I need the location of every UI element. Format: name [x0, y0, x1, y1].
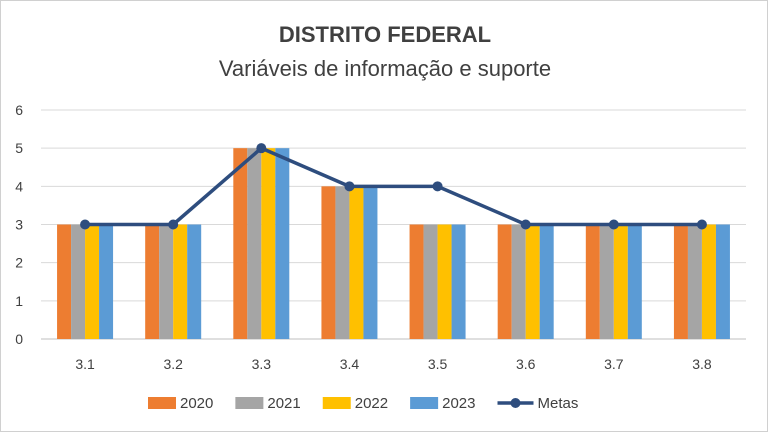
bar-2020-3.8	[673, 224, 688, 339]
x-tick-label: 3.7	[604, 356, 624, 372]
bar-2023-3.8	[715, 224, 730, 339]
x-tick-label: 3.4	[340, 356, 360, 372]
bar-2023-3.7	[627, 224, 642, 339]
bar-2023-3.4	[363, 186, 378, 339]
bar-2023-3.2	[187, 224, 202, 339]
x-tick-label: 3.3	[252, 356, 272, 372]
bar-2021-3.6	[511, 224, 526, 339]
bar-2023-3.3	[275, 148, 290, 339]
bar-2022-3.1	[85, 224, 100, 339]
legend-marker-Metas	[510, 398, 521, 408]
bar-2020-3.1	[57, 224, 72, 339]
legend: 2020 2021 2022 2023 Metas	[148, 395, 578, 412]
legend-label-2023: 2023	[442, 395, 475, 412]
bar-2020-3.3	[233, 148, 248, 339]
bar-2023-3.1	[99, 224, 114, 339]
metas-point-3.2	[168, 219, 179, 230]
legend-swatch-2022	[322, 397, 351, 409]
legend-swatch-2023	[410, 397, 439, 409]
legend-label-2021: 2021	[267, 395, 300, 412]
bar-2020-3.5	[409, 224, 424, 339]
legend-swatch-2020	[148, 397, 176, 409]
y-tick-label: 5	[15, 140, 23, 156]
bar-2022-3.3	[261, 148, 276, 339]
metas-point-3.4	[344, 181, 355, 192]
metas-line	[85, 146, 702, 227]
bar-2021-3.7	[599, 224, 614, 339]
metas-point-3.5	[432, 181, 443, 192]
x-tick-label: 3.1	[75, 356, 95, 372]
bar-2020-3.4	[321, 186, 336, 339]
bar-2022-3.5	[437, 224, 452, 339]
y-tick-label: 6	[15, 102, 23, 118]
y-tick-label: 2	[15, 255, 23, 271]
legend-label-2020: 2020	[180, 395, 213, 412]
bar-2021-3.8	[687, 224, 702, 339]
x-tick-label: 3.8	[692, 356, 712, 372]
y-axis-ticks: 0 1 2 3 4 5 6	[15, 102, 23, 347]
bar-2021-3.4	[335, 186, 350, 339]
chart-subtitle: Variáveis de informação e suporte	[219, 56, 551, 81]
bar-2020-3.2	[145, 224, 160, 339]
legend-label-Metas: Metas	[538, 395, 579, 412]
bar-2023-3.5	[451, 224, 466, 339]
bar-2021-3.3	[247, 148, 262, 339]
bar-2020-3.6	[497, 224, 512, 339]
metas-point-3.6	[520, 219, 531, 230]
metas-point-3.3	[256, 143, 267, 154]
y-tick-label: 4	[15, 178, 23, 194]
metas-point-3.1	[80, 219, 91, 230]
bar-2021-3.5	[423, 224, 438, 339]
metas-point-3.8	[696, 219, 707, 230]
x-tick-label: 3.2	[163, 356, 183, 372]
y-tick-label: 1	[15, 293, 23, 309]
metas-point-3.7	[608, 219, 619, 230]
bar-2022-3.2	[173, 224, 188, 339]
bar-2020-3.7	[585, 224, 600, 339]
y-tick-label: 3	[15, 217, 23, 233]
metas-line-layer	[80, 143, 707, 230]
bar-2022-3.8	[701, 224, 716, 339]
bar-2022-3.6	[525, 224, 540, 339]
bar-2021-3.1	[71, 224, 86, 339]
x-tick-label: 3.5	[428, 356, 448, 372]
legend-swatch-2021	[235, 397, 264, 409]
bars	[57, 148, 730, 339]
chart-title: DISTRITO FEDERAL	[279, 22, 491, 47]
bar-2022-3.4	[349, 186, 364, 339]
x-axis-ticks: 3.1 3.2 3.3 3.4 3.5 3.6 3.7 3.8	[75, 356, 712, 372]
x-tick-label: 3.6	[516, 356, 536, 372]
bar-2022-3.7	[613, 224, 628, 339]
bar-2021-3.2	[159, 224, 174, 339]
bar-2023-3.6	[539, 224, 554, 339]
legend-label-2022: 2022	[355, 395, 388, 412]
y-tick-label: 0	[15, 331, 23, 347]
